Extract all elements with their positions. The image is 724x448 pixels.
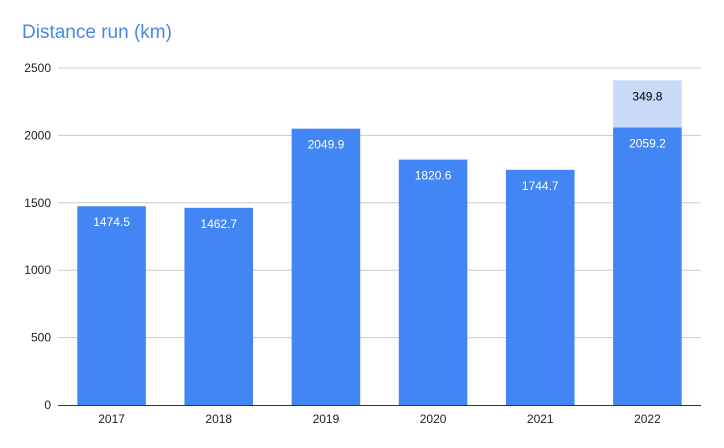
x-tick-label-2021: 2021 [527,412,554,426]
y-tick-label: 1500 [24,196,51,210]
x-tick-label-2019: 2019 [313,412,340,426]
chart-title: Distance run (km) [22,22,172,43]
y-tick-label: 1000 [24,263,51,277]
data-label-2022-segment-2: 349.8 [632,89,662,103]
gridlines [58,67,701,339]
x-tick-label-2017: 2017 [98,412,125,426]
data-label-2019: 2049.9 [308,138,345,152]
bar-2022 [613,127,682,406]
x-tick-label-2022: 2022 [634,412,661,426]
bar-2020 [398,159,468,405]
y-axis-ticks: 0 500 1000 1500 2000 2500 [24,61,51,412]
bar-2022-segment-2 [613,80,682,128]
y-tick-label: 500 [31,331,51,345]
x-tick-label-2018: 2018 [205,412,232,426]
data-label-2017: 1474.5 [93,215,130,229]
bar-2017 [77,206,146,405]
bar-2021 [505,169,575,405]
data-label-2018: 1462.7 [200,217,237,231]
bar-2018 [184,207,254,405]
data-label-2020: 1820.6 [415,169,452,183]
bar-2019 [291,128,361,406]
y-tick-label: 2500 [24,61,51,75]
x-tick-label-2020: 2020 [420,412,447,426]
data-label-2022: 2059.2 [629,136,666,150]
data-label-2021: 1744.7 [522,179,559,193]
y-tick-label: 2000 [24,128,51,142]
bars: 1474.5 1462.7 2049.9 1820.6 1744.7 2059.2 349.… [77,80,682,406]
x-axis-ticks: 2017 2018 2019 2020 2021 2022 [98,412,661,426]
y-tick-label: 0 [44,398,51,412]
